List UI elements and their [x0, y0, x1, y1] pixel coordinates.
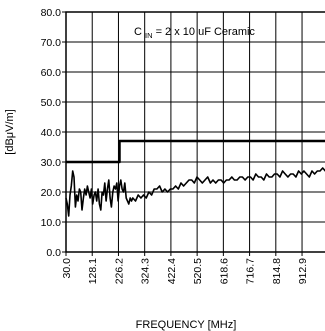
- x-tick-label: 618.6: [218, 258, 230, 284]
- y-tick-label: 20.0: [41, 187, 62, 199]
- y-tick-label: 70.0: [41, 37, 62, 49]
- emission-trace: [65, 167, 325, 217]
- y-tick-label: 10.0: [41, 217, 62, 229]
- grid-layer: [65, 11, 325, 253]
- capacitance-annotation: C IN = 2 x 10 uF Ceramic: [134, 26, 255, 41]
- y-tick-label: 0.0: [46, 247, 61, 259]
- tick-layer: 0.0 10.0 20.0 30.0 40.0 50.0 60.0 70.0 80.0 30.0 1…: [41, 7, 325, 290]
- annotation-rest: = 2 x 10 uF Ceramic: [156, 26, 256, 38]
- y-tick-label: 50.0: [41, 97, 62, 109]
- x-tick-label: 30.0: [61, 258, 73, 279]
- x-tick-label: 520.5: [192, 258, 204, 284]
- x-tick-label: 912.9: [297, 258, 309, 284]
- annotation-subscript: IN: [145, 31, 153, 40]
- x-axis-title: FREQUENCY [MHz]: [136, 319, 237, 331]
- plot-frame: [65, 11, 325, 253]
- y-axis-title-post: V/m]: [4, 109, 16, 132]
- y-tick-label: 80.0: [41, 7, 62, 19]
- y-axis-title-pre: [dB: [4, 138, 16, 155]
- x-tick-label: 324.3: [140, 258, 152, 284]
- limit-line: [66, 139, 325, 164]
- y-tick-label: 60.0: [41, 67, 62, 79]
- x-tick-label: 422.4: [166, 258, 178, 284]
- x-tick-label: 716.7: [245, 258, 257, 284]
- y-axis-title: [dBμV/m]: [4, 109, 16, 154]
- annotation-base: C: [134, 26, 142, 38]
- x-tick-label: 1010.0: [323, 258, 325, 290]
- series-layer: [65, 139, 325, 217]
- x-tick-label: 128.1: [87, 258, 99, 284]
- x-tick-label: 814.8: [271, 258, 283, 284]
- y-tick-label: 30.0: [41, 157, 62, 169]
- x-tick-label: 226.2: [113, 258, 125, 284]
- y-tick-label: 40.0: [41, 127, 62, 139]
- y-axis-title-mu: μ: [4, 132, 16, 138]
